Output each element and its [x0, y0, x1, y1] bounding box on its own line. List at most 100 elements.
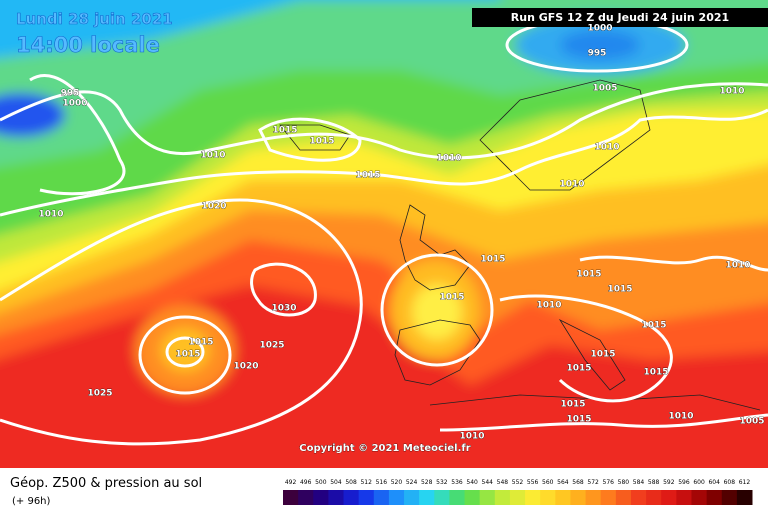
- scale-label: 544: [482, 479, 494, 486]
- scale-swatch: [600, 490, 617, 505]
- isobar-label: 1015: [175, 350, 200, 360]
- isobar-label: 1015: [439, 293, 464, 303]
- isobar-label: 1015: [566, 415, 591, 425]
- scale-swatch: [388, 490, 405, 505]
- scale-swatch: [570, 490, 587, 505]
- scale-swatch: [646, 490, 662, 505]
- scale-swatch: [736, 490, 753, 505]
- scale-label: 588: [648, 479, 660, 486]
- isobar-label: 1015: [607, 285, 632, 295]
- scale-label: 512: [360, 479, 372, 486]
- scale-swatch: [630, 490, 647, 505]
- scale-swatch: [555, 490, 571, 505]
- coastlines: [279, 79, 761, 411]
- isobar-label: 1010: [200, 151, 225, 161]
- isobar-label: 1020: [233, 362, 258, 372]
- isobar-label: 1005: [592, 84, 617, 94]
- copyright: Copyright © 2021 Meteociel.fr: [299, 443, 470, 454]
- isobar-label: 1015: [309, 137, 334, 147]
- isobar-label: 1015: [641, 321, 666, 331]
- scale-label: 492: [285, 479, 297, 486]
- scale-swatch: [449, 490, 466, 505]
- isobar-label: 1025: [87, 389, 112, 399]
- geopotential-field: [0, 0, 768, 500]
- legend-title: Géop. Z500 & pression au sol: [10, 476, 202, 491]
- scale-label: 592: [663, 479, 675, 486]
- scale-label: 496: [300, 479, 312, 486]
- isobars: [0, 17, 768, 446]
- scale-swatch: [313, 490, 329, 505]
- scale-label: 572: [587, 479, 599, 486]
- scale-label: 504: [330, 479, 342, 486]
- isobar-label: 1020: [201, 202, 226, 212]
- isobar-label: 1025: [259, 341, 284, 351]
- scale-label: 520: [391, 479, 403, 486]
- scale-swatch: [540, 490, 556, 505]
- isobar-label: 1010: [719, 87, 744, 97]
- scale-swatch: [328, 490, 345, 505]
- scale-label: 524: [406, 479, 418, 486]
- isobar-label: 1015: [355, 171, 380, 181]
- isobar-label: 1015: [560, 400, 585, 410]
- scale-swatch: [373, 490, 390, 505]
- isobar-label: 1010: [38, 210, 63, 220]
- color-scale: 492 496 500 504 508 512 516 520 524 528 532 536 540 5…: [283, 479, 753, 505]
- scale-swatch: [661, 490, 677, 505]
- isobar-label: 1015: [272, 126, 297, 136]
- isobar-label: 1010: [536, 301, 561, 311]
- scale-swatch: [298, 490, 314, 505]
- scale-label: 608: [724, 479, 736, 486]
- isobar-label: 1015: [566, 364, 591, 374]
- scale-swatch: [585, 490, 602, 505]
- scale-label: 532: [436, 479, 448, 486]
- scale-swatch: [358, 490, 375, 505]
- scale-swatch: [676, 490, 692, 505]
- scale-swatch: [404, 490, 420, 505]
- scale-label: 528: [421, 479, 433, 486]
- scale-label: 556: [527, 479, 539, 486]
- scale-swatch: [343, 490, 360, 505]
- isobar-label: 995: [61, 89, 80, 99]
- scale-label: 536: [451, 479, 463, 486]
- scale-label: 580: [618, 479, 630, 486]
- isobar-label: 1010: [668, 412, 693, 422]
- isobar-label: 1000: [587, 24, 612, 34]
- isobar-label: 995: [588, 49, 607, 59]
- scale-swatch: [494, 490, 511, 505]
- isobar-label: 1015: [188, 338, 213, 348]
- isobar-label: 1010: [559, 180, 584, 190]
- scale-swatch: [706, 490, 723, 505]
- scale-swatch: [283, 490, 299, 505]
- scale-label: 500: [315, 479, 327, 486]
- scale-label: 552: [512, 479, 524, 486]
- scale-swatch: [691, 490, 708, 505]
- isobar-label: 1010: [725, 261, 750, 271]
- scale-swatch: [615, 490, 632, 505]
- scale-swatch: [419, 490, 435, 505]
- scale-label: 576: [603, 479, 615, 486]
- run-info: Run GFS 12 Z du Jeudi 24 juin 2021: [511, 11, 729, 24]
- scale-label: 516: [376, 479, 388, 486]
- isobar-label: 1015: [480, 255, 505, 265]
- scale-label: 568: [572, 479, 584, 486]
- isobar-label: 1010: [459, 432, 484, 442]
- scale-label: 596: [678, 479, 690, 486]
- scale-swatch: [721, 490, 738, 505]
- scale-swatch: [464, 490, 481, 505]
- isobar-label: 1010: [436, 154, 461, 164]
- scale-label: 584: [633, 479, 645, 486]
- scale-label: 540: [466, 479, 478, 486]
- scale-label: 600: [693, 479, 705, 486]
- scale-label: 612: [739, 479, 751, 486]
- scale-swatch: [525, 490, 541, 505]
- isobar-label: 1015: [643, 368, 668, 378]
- scale-label: 564: [557, 479, 569, 486]
- scale-swatch: [479, 490, 496, 505]
- scale-label: 604: [708, 479, 720, 486]
- isobar-label: 1005: [739, 417, 764, 427]
- valid-time: 14:00 locale: [16, 33, 160, 57]
- isobar-label: 1015: [576, 270, 601, 280]
- scale-label: 548: [497, 479, 509, 486]
- scale-label: 560: [542, 479, 554, 486]
